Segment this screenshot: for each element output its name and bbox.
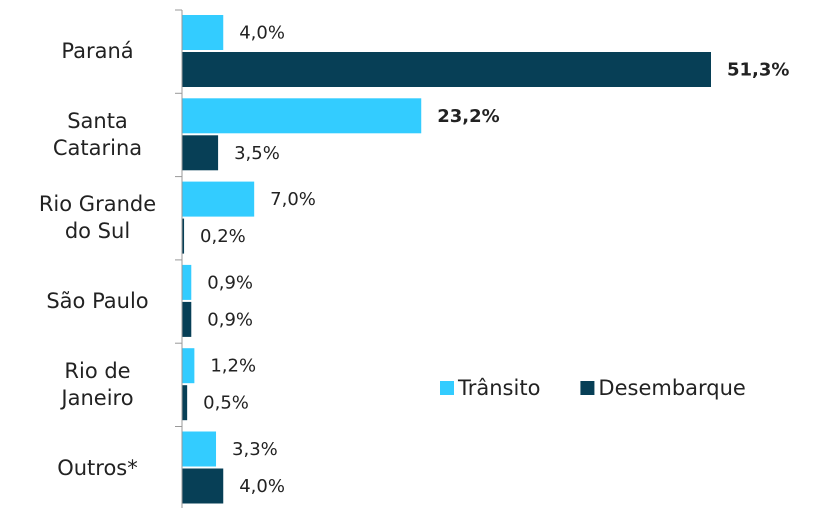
category-label: São Paulo (46, 289, 149, 314)
value-label: 3,5% (234, 143, 280, 164)
value-label: 4,0% (239, 476, 285, 497)
bar (182, 52, 711, 87)
category-label: Outros* (57, 455, 138, 480)
bar (182, 98, 422, 134)
value-label: 23,2% (437, 106, 499, 127)
bar (182, 135, 219, 171)
category-label: Paraná (61, 39, 134, 64)
legend-swatch (440, 381, 454, 395)
bar (182, 181, 255, 217)
bar (182, 218, 185, 254)
bar (182, 348, 195, 384)
bar (182, 431, 217, 467)
value-label: 3,3% (232, 439, 278, 460)
legend-label: Trânsito (457, 376, 540, 400)
legend-label: Desembarque (598, 376, 745, 400)
bar (182, 15, 224, 50)
bar (182, 264, 192, 300)
category-label: Rio de Janeiro (61, 358, 134, 410)
legend-swatch (580, 381, 595, 395)
value-label: 7,0% (270, 189, 316, 210)
value-label: 0,2% (200, 226, 246, 247)
value-label: 51,3% (727, 60, 789, 81)
category-label: Rio Grande do Sul (38, 192, 157, 244)
value-label: 4,0% (239, 23, 285, 44)
bar (182, 301, 192, 337)
value-label: 0,9% (207, 309, 253, 330)
category-label: Santa Catarina (52, 108, 143, 160)
bar (182, 468, 224, 504)
bar (182, 385, 188, 421)
value-label: 0,9% (207, 272, 253, 293)
value-label: 0,5% (203, 393, 249, 414)
value-label: 1,2% (210, 356, 256, 377)
